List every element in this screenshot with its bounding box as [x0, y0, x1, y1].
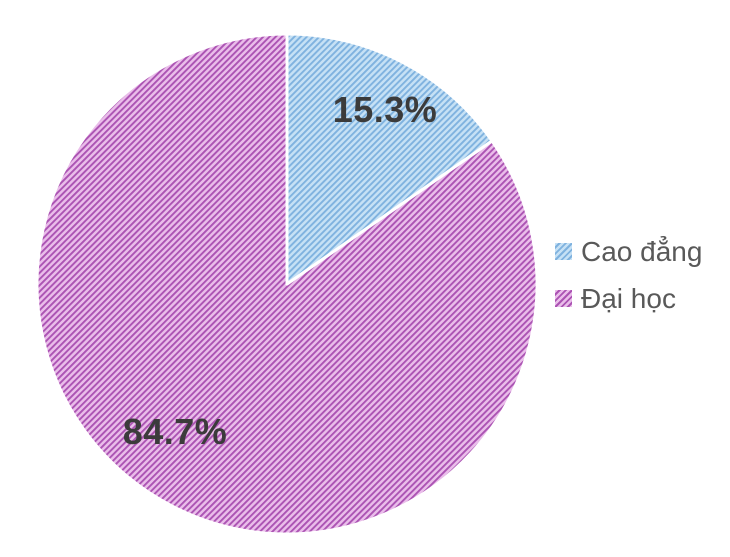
- pie-slice-cao-dang: [285, 32, 494, 286]
- legend-marker-cao-dang-icon: [555, 243, 572, 260]
- slice-label-dai-hoc: 84.7%: [122, 411, 228, 452]
- legend-item-dai-hoc: Đại học: [555, 284, 702, 312]
- legend: Cao đẳng Đại học: [555, 237, 702, 312]
- legend-label-cao-dang: Cao đẳng: [581, 235, 703, 267]
- legend-marker-dai-hoc-icon: [555, 290, 572, 307]
- legend-label-dai-hoc: Đại học: [581, 282, 676, 314]
- legend-item-cao-dang: Cao đẳng: [555, 237, 702, 265]
- slice-label-cao-dang: 15.3%: [332, 89, 438, 130]
